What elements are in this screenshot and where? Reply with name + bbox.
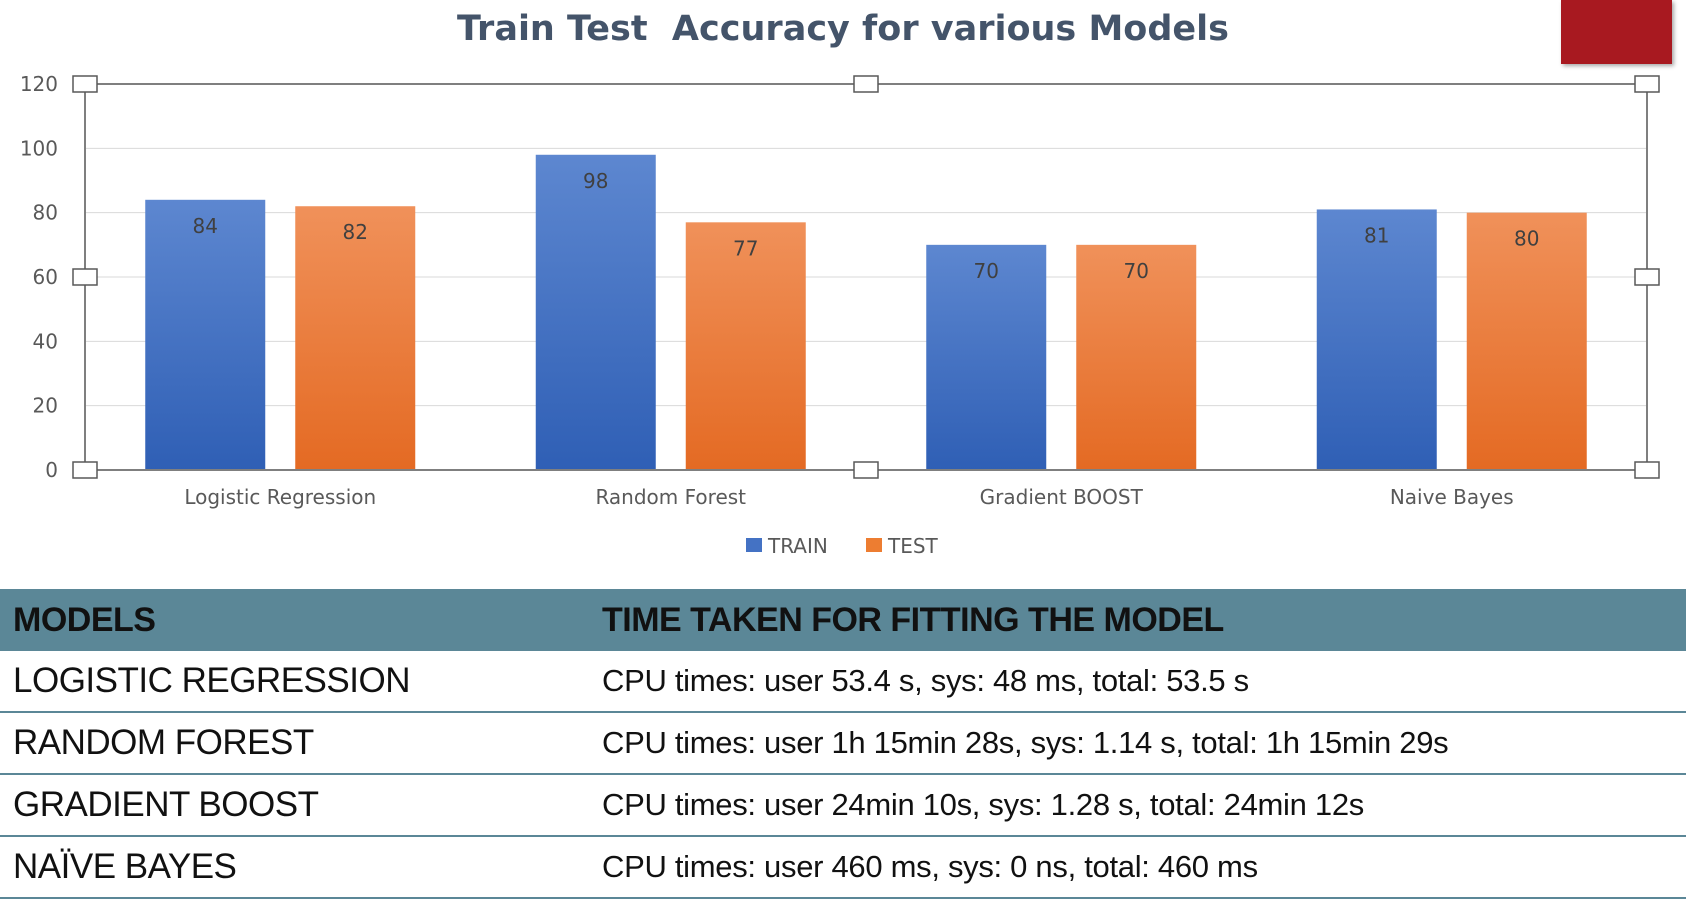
y-tick-label: 120	[20, 72, 58, 96]
fit-time: CPU times: user 1h 15min 28s, sys: 1.14 …	[602, 725, 1449, 760]
resize-handle[interactable]	[1634, 461, 1660, 479]
fit-time: CPU times: user 53.4 s, sys: 48 ms, tota…	[602, 663, 1249, 698]
data-label: 70	[974, 259, 999, 283]
chart: Train Test Accuracy for various Models 0…	[20, 9, 1660, 558]
table-row: GRADIENT BOOST CPU times: user 24min 10s…	[0, 775, 1686, 837]
legend-swatch-test	[866, 538, 882, 552]
bar-test	[1076, 244, 1197, 470]
legend-swatch-train	[746, 538, 762, 552]
data-label: 84	[193, 214, 218, 238]
legend: TRAIN TEST	[746, 534, 939, 558]
table-row: NAÏVE BAYES CPU times: user 460 ms, sys:…	[0, 837, 1686, 899]
resize-handle[interactable]	[72, 268, 98, 286]
resize-handle[interactable]	[72, 75, 98, 93]
data-label: 81	[1364, 223, 1389, 247]
y-tick-label: 60	[33, 265, 58, 289]
model-name: RANDOM FOREST	[13, 723, 314, 762]
data-label: 77	[733, 236, 758, 260]
data-label: 82	[343, 220, 368, 244]
resize-handle[interactable]	[1634, 268, 1660, 286]
data-label: 70	[1124, 259, 1149, 283]
fit-time: CPU times: user 460 ms, sys: 0 ns, total…	[602, 849, 1258, 884]
table-header: MODELS TIME TAKEN FOR FITTING THE MODEL	[0, 589, 1686, 651]
y-axis-ticks: 0 20 40 60 80 100 120	[20, 72, 58, 482]
resize-handle[interactable]	[1634, 75, 1660, 93]
fit-time: CPU times: user 24min 10s, sys: 1.28 s, …	[602, 787, 1364, 822]
x-category-label: Random Forest	[595, 485, 746, 509]
resize-handle[interactable]	[72, 461, 98, 479]
bar-train	[145, 199, 266, 471]
chart-title: Train Test Accuracy for various Models	[457, 9, 1229, 49]
header-models: MODELS	[13, 600, 156, 639]
x-axis-categories: Logistic Regression Random Forest Gradient…	[184, 485, 1513, 509]
x-category-label: Naive Bayes	[1390, 485, 1514, 509]
red-accent-block	[1561, 0, 1672, 64]
fit-time-table: MODELS TIME TAKEN FOR FITTING THE MODEL …	[0, 589, 1686, 899]
resize-handle[interactable]	[853, 75, 879, 93]
y-tick-label: 0	[45, 458, 58, 482]
y-tick-label: 20	[33, 394, 58, 418]
x-category-label: Gradient BOOST	[980, 485, 1144, 509]
model-name: GRADIENT BOOST	[13, 785, 319, 824]
bar-train	[535, 154, 656, 470]
table-row: LOGISTIC REGRESSION CPU times: user 53.4…	[0, 651, 1686, 713]
data-label: 80	[1514, 227, 1539, 251]
data-label: 98	[583, 169, 608, 193]
y-tick-label: 80	[33, 201, 58, 225]
y-tick-label: 100	[20, 136, 58, 160]
bar-test	[1466, 212, 1587, 470]
selection-handles[interactable]	[72, 75, 1660, 479]
y-tick-label: 40	[33, 329, 58, 353]
bar-train	[926, 244, 1047, 470]
model-name: LOGISTIC REGRESSION	[13, 661, 410, 700]
bar-test	[295, 206, 416, 470]
table-row: RANDOM FOREST CPU times: user 1h 15min 2…	[0, 713, 1686, 775]
bars: 84 82 98 77 70 70 81 80	[145, 154, 1587, 471]
legend-label: TEST	[887, 534, 939, 558]
bar-train	[1316, 209, 1437, 470]
legend-label: TRAIN	[767, 534, 828, 558]
model-name: NAÏVE BAYES	[13, 847, 237, 886]
header-time: TIME TAKEN FOR FITTING THE MODEL	[602, 600, 1224, 639]
resize-handle[interactable]	[853, 461, 879, 479]
x-category-label: Logistic Regression	[184, 485, 376, 509]
bar-test	[685, 222, 806, 470]
